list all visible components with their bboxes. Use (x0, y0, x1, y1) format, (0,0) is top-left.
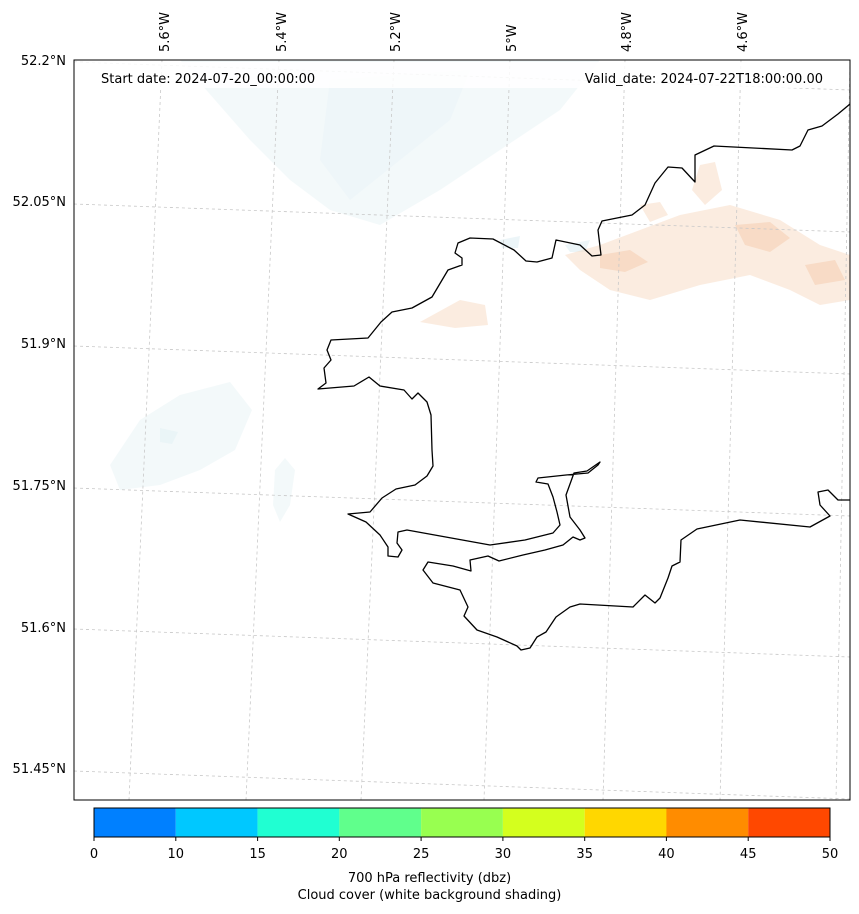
colorbar-tick: 25 (413, 847, 430, 862)
colorbar-tick: 50 (822, 847, 839, 862)
colorbar-tick: 20 (331, 847, 348, 862)
colorbar-segment (94, 808, 176, 837)
lon-label: 5.6°W (158, 12, 173, 52)
lat-label: 51.75°N (13, 479, 66, 494)
lat-label: 52.05°N (13, 195, 66, 210)
lon-label: 5.2°W (389, 12, 404, 52)
colorbar-tick: 0 (90, 847, 98, 862)
cloud-shading (110, 60, 600, 522)
colorbar-segment (584, 808, 667, 837)
reflectivity-shading (420, 162, 850, 328)
colorbar-tick: 40 (658, 847, 675, 862)
start-date-label: Start date: 2024-07-20_00:00:00 (101, 72, 315, 87)
colorbar-segment (421, 808, 503, 837)
colorbar-sublabel: Cloud cover (white background shading) (297, 888, 562, 903)
coastline (317, 103, 850, 651)
lat-label: 51.45°N (13, 762, 66, 777)
colorbar-tick: 10 (168, 847, 185, 862)
lat-labels: 52.2°N 52.05°N 51.9°N 51.75°N 51.6°N 51.… (13, 54, 66, 777)
colorbar-tick: 30 (495, 847, 512, 862)
lon-labels: 5.6°W 5.4°W 5.2°W 5°W 4.8°W 4.6°W (158, 12, 751, 52)
colorbar-tick: 35 (576, 847, 593, 862)
colorbar-tick: 15 (249, 847, 266, 862)
valid-date-label: Valid_date: 2024-07-22T18:00:00.00 (585, 72, 823, 87)
colorbar-frame (93, 807, 831, 838)
lat-label: 52.2°N (21, 54, 66, 69)
colorbar-segment (339, 808, 422, 837)
map-panel: Start date: 2024-07-20_00:00:00 Valid_da… (74, 60, 850, 800)
colorbar-segment (666, 808, 749, 837)
lon-label: 5°W (505, 24, 520, 52)
colorbar-segment (257, 808, 340, 837)
map-frame (73, 59, 851, 801)
colorbar: 0 10 15 20 25 30 35 40 45 50 (90, 807, 839, 862)
lon-label: 4.8°W (620, 12, 635, 52)
colorbar-segment (748, 808, 830, 837)
colorbar-tick: 45 (740, 847, 757, 862)
lat-label: 51.6°N (21, 621, 66, 636)
colorbar-segment (502, 808, 585, 837)
lon-label: 4.6°W (736, 12, 751, 52)
lon-label: 5.4°W (275, 12, 290, 52)
lat-label: 51.9°N (21, 337, 66, 352)
colorbar-label: 700 hPa reflectivity (dbz) (347, 871, 512, 886)
colorbar-segment (175, 808, 258, 837)
